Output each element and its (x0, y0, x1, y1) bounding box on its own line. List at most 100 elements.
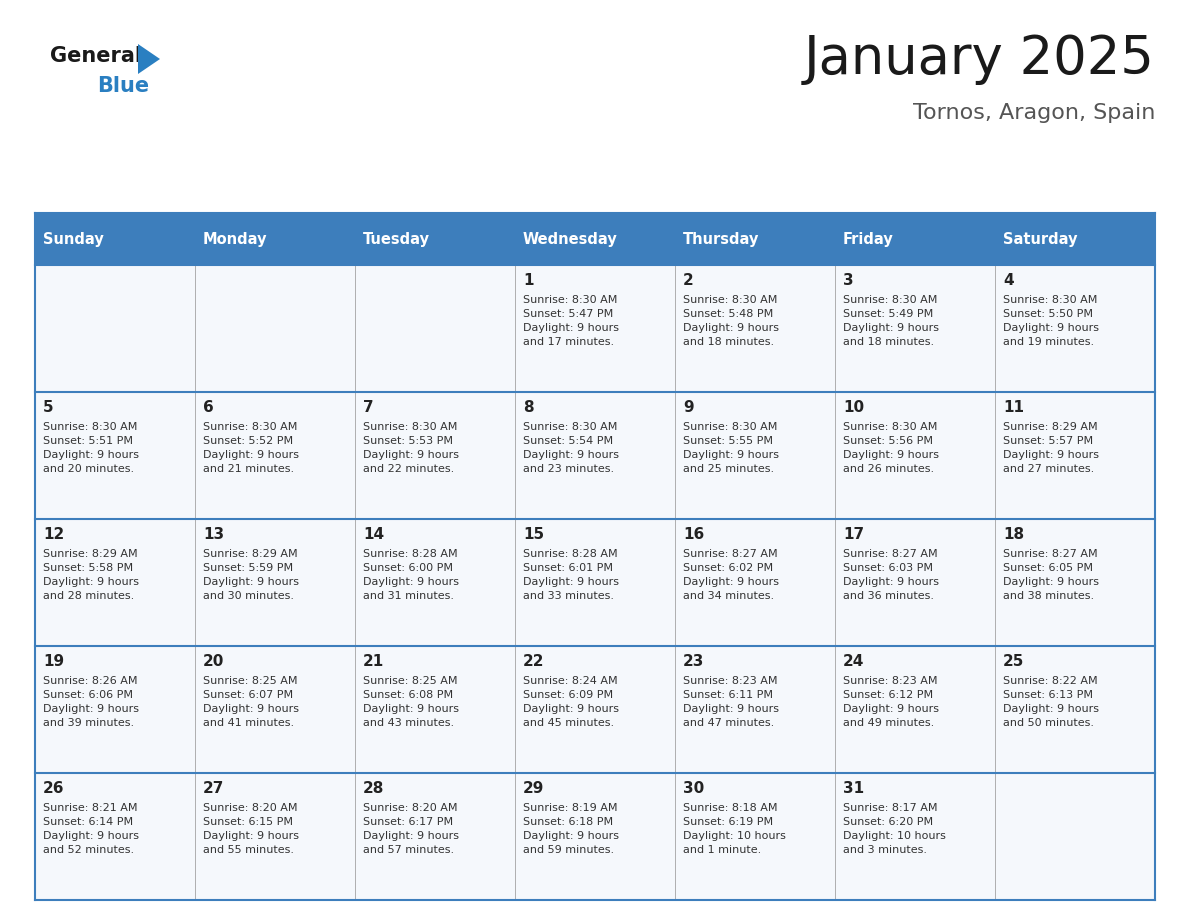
Bar (516, 213, 675, 265)
Text: Sunrise: 8:29 AM
Sunset: 5:58 PM
Daylight: 9 hours
and 28 minutes.: Sunrise: 8:29 AM Sunset: 5:58 PM Dayligh… (43, 550, 139, 601)
Text: Sunrise: 8:17 AM
Sunset: 6:20 PM
Daylight: 10 hours
and 3 minutes.: Sunrise: 8:17 AM Sunset: 6:20 PM Dayligh… (843, 803, 946, 856)
Text: Sunrise: 8:30 AM
Sunset: 5:48 PM
Daylight: 9 hours
and 18 minutes.: Sunrise: 8:30 AM Sunset: 5:48 PM Dayligh… (683, 296, 779, 348)
Text: Tornos, Aragon, Spain: Tornos, Aragon, Spain (912, 103, 1155, 123)
Bar (195, 392, 355, 519)
Text: 26: 26 (43, 780, 64, 796)
Text: January 2025: January 2025 (804, 33, 1155, 85)
Text: Sunrise: 8:30 AM
Sunset: 5:56 PM
Daylight: 9 hours
and 26 minutes.: Sunrise: 8:30 AM Sunset: 5:56 PM Dayligh… (843, 422, 939, 475)
Text: 10: 10 (843, 399, 864, 415)
Text: Sunrise: 8:18 AM
Sunset: 6:19 PM
Daylight: 10 hours
and 1 minute.: Sunrise: 8:18 AM Sunset: 6:19 PM Dayligh… (683, 803, 786, 856)
Text: 4: 4 (1003, 273, 1013, 287)
Text: 8: 8 (523, 399, 533, 415)
Bar (675, 646, 835, 773)
Bar (835, 773, 996, 900)
Bar (195, 213, 355, 265)
Text: Sunrise: 8:30 AM
Sunset: 5:50 PM
Daylight: 9 hours
and 19 minutes.: Sunrise: 8:30 AM Sunset: 5:50 PM Dayligh… (1003, 296, 1099, 348)
Text: 1: 1 (523, 273, 533, 287)
Text: 31: 31 (843, 780, 864, 796)
Text: Sunrise: 8:30 AM
Sunset: 5:49 PM
Daylight: 9 hours
and 18 minutes.: Sunrise: 8:30 AM Sunset: 5:49 PM Dayligh… (843, 296, 939, 348)
Bar (516, 392, 675, 519)
Text: Sunrise: 8:30 AM
Sunset: 5:51 PM
Daylight: 9 hours
and 20 minutes.: Sunrise: 8:30 AM Sunset: 5:51 PM Dayligh… (43, 422, 139, 475)
Bar (835, 519, 996, 646)
Text: Sunrise: 8:24 AM
Sunset: 6:09 PM
Daylight: 9 hours
and 45 minutes.: Sunrise: 8:24 AM Sunset: 6:09 PM Dayligh… (523, 677, 619, 729)
Text: 16: 16 (683, 527, 704, 542)
Bar (355, 773, 516, 900)
Text: Blue: Blue (97, 76, 150, 96)
Text: Sunrise: 8:19 AM
Sunset: 6:18 PM
Daylight: 9 hours
and 59 minutes.: Sunrise: 8:19 AM Sunset: 6:18 PM Dayligh… (523, 803, 619, 856)
Text: Sunrise: 8:29 AM
Sunset: 5:59 PM
Daylight: 9 hours
and 30 minutes.: Sunrise: 8:29 AM Sunset: 5:59 PM Dayligh… (203, 550, 299, 601)
Text: Sunrise: 8:30 AM
Sunset: 5:55 PM
Daylight: 9 hours
and 25 minutes.: Sunrise: 8:30 AM Sunset: 5:55 PM Dayligh… (683, 422, 779, 475)
Bar (675, 265, 835, 392)
Bar (355, 265, 516, 392)
Bar (996, 213, 1155, 265)
Text: 11: 11 (1003, 399, 1024, 415)
Text: Sunrise: 8:20 AM
Sunset: 6:15 PM
Daylight: 9 hours
and 55 minutes.: Sunrise: 8:20 AM Sunset: 6:15 PM Dayligh… (203, 803, 299, 856)
Bar (34, 265, 195, 392)
Bar (996, 646, 1155, 773)
Bar (195, 519, 355, 646)
Bar (195, 646, 355, 773)
Bar (516, 265, 675, 392)
Bar (996, 265, 1155, 392)
Text: Sunrise: 8:27 AM
Sunset: 6:02 PM
Daylight: 9 hours
and 34 minutes.: Sunrise: 8:27 AM Sunset: 6:02 PM Dayligh… (683, 550, 779, 601)
Bar (835, 265, 996, 392)
Text: 12: 12 (43, 527, 64, 542)
Text: 29: 29 (523, 780, 544, 796)
Text: 13: 13 (203, 527, 225, 542)
Bar (675, 519, 835, 646)
Text: 28: 28 (364, 780, 385, 796)
Bar (34, 646, 195, 773)
Text: Wednesday: Wednesday (523, 231, 618, 247)
Text: Sunrise: 8:28 AM
Sunset: 6:00 PM
Daylight: 9 hours
and 31 minutes.: Sunrise: 8:28 AM Sunset: 6:00 PM Dayligh… (364, 550, 459, 601)
Text: 19: 19 (43, 654, 64, 668)
Text: Sunrise: 8:28 AM
Sunset: 6:01 PM
Daylight: 9 hours
and 33 minutes.: Sunrise: 8:28 AM Sunset: 6:01 PM Dayligh… (523, 550, 619, 601)
Text: 20: 20 (203, 654, 225, 668)
Text: Sunrise: 8:25 AM
Sunset: 6:08 PM
Daylight: 9 hours
and 43 minutes.: Sunrise: 8:25 AM Sunset: 6:08 PM Dayligh… (364, 677, 459, 729)
Bar (675, 773, 835, 900)
Bar (516, 646, 675, 773)
Text: 30: 30 (683, 780, 704, 796)
Text: 3: 3 (843, 273, 854, 287)
Text: Sunrise: 8:23 AM
Sunset: 6:12 PM
Daylight: 9 hours
and 49 minutes.: Sunrise: 8:23 AM Sunset: 6:12 PM Dayligh… (843, 677, 939, 729)
Text: Sunrise: 8:29 AM
Sunset: 5:57 PM
Daylight: 9 hours
and 27 minutes.: Sunrise: 8:29 AM Sunset: 5:57 PM Dayligh… (1003, 422, 1099, 475)
Bar (835, 646, 996, 773)
Polygon shape (138, 44, 160, 74)
Text: Sunrise: 8:22 AM
Sunset: 6:13 PM
Daylight: 9 hours
and 50 minutes.: Sunrise: 8:22 AM Sunset: 6:13 PM Dayligh… (1003, 677, 1099, 729)
Bar (355, 519, 516, 646)
Text: 17: 17 (843, 527, 864, 542)
Text: 18: 18 (1003, 527, 1024, 542)
Text: 15: 15 (523, 527, 544, 542)
Text: Sunrise: 8:30 AM
Sunset: 5:54 PM
Daylight: 9 hours
and 23 minutes.: Sunrise: 8:30 AM Sunset: 5:54 PM Dayligh… (523, 422, 619, 475)
Text: Sunrise: 8:23 AM
Sunset: 6:11 PM
Daylight: 9 hours
and 47 minutes.: Sunrise: 8:23 AM Sunset: 6:11 PM Dayligh… (683, 677, 779, 729)
Bar (516, 773, 675, 900)
Text: 6: 6 (203, 399, 214, 415)
Text: Sunrise: 8:27 AM
Sunset: 6:05 PM
Daylight: 9 hours
and 38 minutes.: Sunrise: 8:27 AM Sunset: 6:05 PM Dayligh… (1003, 550, 1099, 601)
Text: Sunrise: 8:20 AM
Sunset: 6:17 PM
Daylight: 9 hours
and 57 minutes.: Sunrise: 8:20 AM Sunset: 6:17 PM Dayligh… (364, 803, 459, 856)
Text: Thursday: Thursday (683, 231, 759, 247)
Bar (195, 265, 355, 392)
Bar (355, 646, 516, 773)
Text: Sunrise: 8:30 AM
Sunset: 5:52 PM
Daylight: 9 hours
and 21 minutes.: Sunrise: 8:30 AM Sunset: 5:52 PM Dayligh… (203, 422, 299, 475)
Bar (675, 213, 835, 265)
Bar (195, 773, 355, 900)
Text: Sunrise: 8:30 AM
Sunset: 5:47 PM
Daylight: 9 hours
and 17 minutes.: Sunrise: 8:30 AM Sunset: 5:47 PM Dayligh… (523, 296, 619, 348)
Text: Sunrise: 8:26 AM
Sunset: 6:06 PM
Daylight: 9 hours
and 39 minutes.: Sunrise: 8:26 AM Sunset: 6:06 PM Dayligh… (43, 677, 139, 729)
Text: 7: 7 (364, 399, 373, 415)
Text: Tuesday: Tuesday (364, 231, 430, 247)
Bar (34, 392, 195, 519)
Bar (34, 213, 195, 265)
Bar (835, 213, 996, 265)
Bar (996, 519, 1155, 646)
Bar (34, 773, 195, 900)
Bar (996, 773, 1155, 900)
Bar (355, 213, 516, 265)
Text: Monday: Monday (203, 231, 267, 247)
Bar (835, 392, 996, 519)
Text: Sunday: Sunday (43, 231, 103, 247)
Text: Sunrise: 8:27 AM
Sunset: 6:03 PM
Daylight: 9 hours
and 36 minutes.: Sunrise: 8:27 AM Sunset: 6:03 PM Dayligh… (843, 550, 939, 601)
Text: 25: 25 (1003, 654, 1024, 668)
Text: Friday: Friday (843, 231, 893, 247)
Text: 22: 22 (523, 654, 544, 668)
Bar (996, 392, 1155, 519)
Text: 24: 24 (843, 654, 865, 668)
